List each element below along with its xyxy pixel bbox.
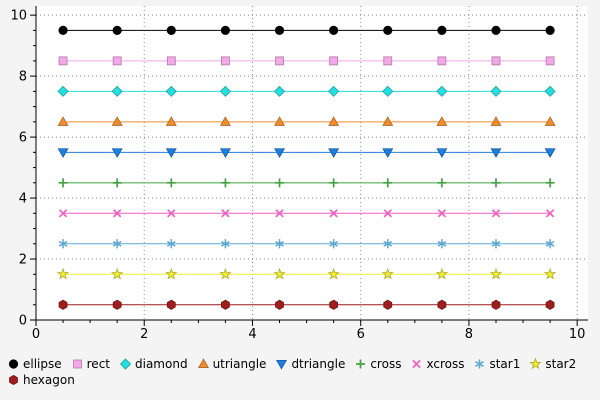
series-hexagon — [58, 299, 555, 310]
legend-label: ellipse — [23, 357, 62, 371]
legend-item-star1: star1 — [472, 357, 520, 371]
legend-label: star1 — [489, 357, 521, 371]
x-marker-icon — [412, 359, 422, 369]
legend-label: diamond — [135, 357, 188, 371]
x-tick-label: 6 — [357, 327, 365, 342]
legend-item-star2: star2 — [528, 357, 576, 371]
x-tick-label: 0 — [32, 327, 40, 342]
x-tick-label: 8 — [465, 327, 473, 342]
series-dtriangle — [57, 148, 556, 158]
series-cross — [58, 178, 555, 188]
legend-item-xcross: xcross — [409, 357, 464, 371]
legend-item-dtriangle: dtriangle — [274, 357, 345, 371]
triangle-down-marker-icon — [276, 360, 288, 370]
legend-label: hexagon — [23, 373, 75, 387]
y-tick-label: 2 — [19, 253, 27, 268]
legend-item-diamond: diamond — [118, 357, 188, 371]
y-tick-label: 10 — [10, 9, 27, 24]
diamond-marker-icon — [119, 358, 132, 370]
series-star1 — [58, 239, 555, 249]
legend-label: star2 — [545, 357, 577, 371]
circle-marker-icon — [8, 359, 19, 369]
x-tick-label: 2 — [140, 327, 148, 342]
legend-label: cross — [370, 357, 402, 371]
plot-canvas: 0 2 4 6 8 10 0 2 4 6 8 10 — [10, 6, 588, 342]
legend-label: rect — [86, 357, 110, 371]
legend-item-rect: rect — [70, 357, 110, 371]
series-utriangle — [57, 116, 556, 126]
legend-item-cross: cross — [353, 357, 401, 371]
x-tick-label: 4 — [248, 327, 256, 342]
legend-label: utriangle — [212, 357, 267, 371]
series-star2 — [56, 267, 557, 280]
x-tick-label: 10 — [569, 327, 586, 342]
square-marker-icon — [72, 359, 82, 369]
triangle-up-marker-icon — [197, 358, 209, 369]
series-rect — [58, 56, 555, 66]
series-xcross — [58, 209, 555, 218]
y-tick-label: 6 — [19, 131, 27, 146]
y-tick-label: 8 — [19, 70, 27, 85]
hexagon-marker-icon — [9, 374, 18, 386]
y-tick-label: 0 — [19, 314, 27, 329]
y-tick-label: 4 — [19, 192, 27, 207]
legend: ellipse rect diamond utriangle dtriangle cros… — [0, 356, 600, 387]
tick-marks — [30, 14, 578, 326]
legend-item-hexagon: hexagon — [6, 373, 75, 387]
tick-labels: 0 2 4 6 8 10 0 2 4 6 8 10 — [10, 9, 585, 342]
gridlines — [36, 6, 588, 320]
legend-label: xcross — [426, 357, 465, 371]
legend-label: dtriangle — [291, 357, 346, 371]
legend-item-utriangle: utriangle — [196, 357, 267, 371]
legend-item-ellipse: ellipse — [6, 357, 62, 371]
series-ellipse — [58, 25, 555, 35]
star-marker-icon — [529, 357, 543, 370]
plus-marker-icon — [356, 359, 366, 369]
asterisk-marker-icon — [475, 359, 485, 369]
series-diamond — [57, 85, 556, 97]
